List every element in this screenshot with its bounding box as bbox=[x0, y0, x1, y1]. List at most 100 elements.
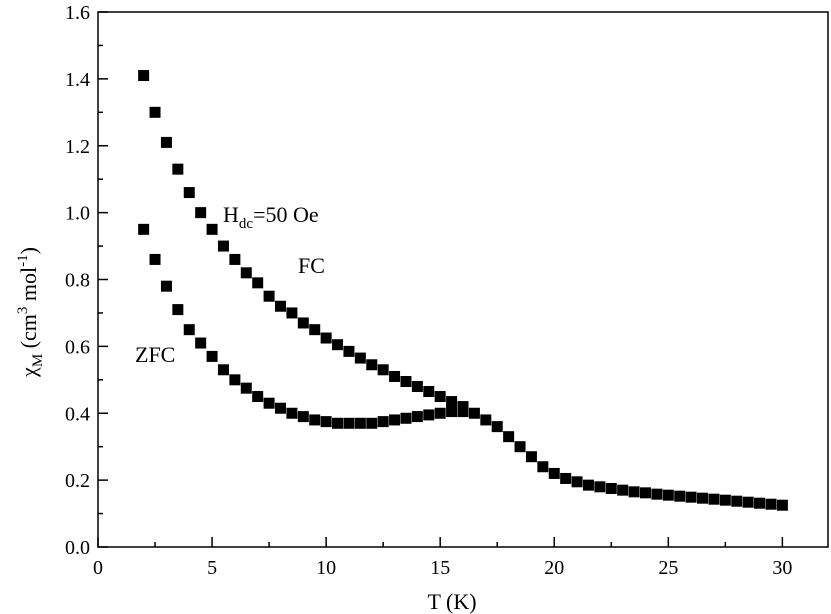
zfc-point bbox=[252, 391, 264, 403]
fc-point bbox=[468, 407, 480, 419]
zfc-point bbox=[149, 253, 161, 265]
zfc-point bbox=[332, 417, 344, 429]
fc-point bbox=[571, 476, 583, 488]
zfc-label: ZFC bbox=[135, 342, 175, 367]
fc-point bbox=[366, 359, 378, 371]
zfc-point bbox=[400, 412, 412, 424]
fc-label: FC bbox=[298, 253, 325, 278]
zfc-point bbox=[366, 417, 378, 429]
fc-point bbox=[286, 307, 298, 319]
fc-point bbox=[160, 136, 172, 148]
fc-point bbox=[594, 481, 606, 493]
y-axis-title-rest2: mol bbox=[16, 267, 41, 307]
zfc-point bbox=[423, 409, 435, 421]
fc-point bbox=[138, 70, 150, 82]
fc-point bbox=[240, 267, 252, 279]
fc-point bbox=[343, 345, 355, 357]
y-tick-label: 1.4 bbox=[65, 69, 90, 91]
fc-point bbox=[354, 352, 366, 364]
fc-point bbox=[263, 290, 275, 302]
fc-point bbox=[708, 493, 720, 505]
x-axis-title: T (K) bbox=[427, 589, 476, 614]
fc-point bbox=[491, 421, 503, 433]
fc-point bbox=[172, 163, 184, 175]
fc-point bbox=[514, 441, 526, 453]
fc-point bbox=[411, 381, 423, 392]
zfc-point bbox=[240, 382, 252, 394]
fc-point bbox=[217, 240, 229, 252]
fc-point bbox=[765, 498, 777, 510]
y-axis-title-rest3: ) bbox=[16, 247, 41, 254]
fc-point bbox=[697, 492, 709, 504]
fc-point bbox=[582, 479, 594, 491]
x-tick-label: 15 bbox=[430, 557, 450, 579]
y-tick-label: 1.6 bbox=[65, 2, 90, 24]
y-axis-title: χM (cm3 mol-1) bbox=[15, 247, 46, 378]
fc-point bbox=[275, 300, 286, 312]
fc-point bbox=[537, 461, 549, 473]
zfc-point bbox=[195, 337, 207, 349]
fc-point bbox=[685, 491, 697, 503]
zfc-point bbox=[286, 407, 298, 419]
fc-point bbox=[719, 494, 731, 506]
y-axis-title-base: χ bbox=[16, 367, 41, 378]
y-tick-label: 0.2 bbox=[65, 470, 90, 492]
fc-point bbox=[400, 375, 412, 387]
data-markers bbox=[138, 70, 788, 511]
fc-point bbox=[252, 277, 264, 289]
fc-point bbox=[434, 391, 446, 403]
fc-point bbox=[525, 451, 537, 463]
fc-point bbox=[548, 467, 560, 479]
y-tick-label: 0.0 bbox=[65, 537, 90, 559]
fc-point bbox=[297, 317, 309, 329]
fc-point bbox=[617, 484, 629, 496]
y-axis-title-rest1: (cm bbox=[16, 314, 41, 354]
fc-point bbox=[662, 489, 674, 501]
field-annotation-sub: dc bbox=[239, 216, 254, 232]
fc-point bbox=[503, 431, 515, 443]
x-tick-label: 5 bbox=[207, 557, 217, 579]
y-tick-label: 0.6 bbox=[65, 336, 90, 358]
field-annotation: Hdc=50 Oe bbox=[223, 202, 319, 232]
x-tick-label: 30 bbox=[772, 557, 792, 579]
zfc-point bbox=[434, 407, 446, 419]
field-annotation-base: H bbox=[223, 202, 239, 227]
zfc-point bbox=[217, 364, 229, 376]
zfc-point bbox=[229, 374, 241, 386]
fc-point bbox=[640, 487, 651, 499]
zfc-point bbox=[343, 417, 355, 429]
fc-point bbox=[320, 332, 332, 344]
y-tick-label: 1.0 bbox=[65, 203, 90, 225]
zfc-point bbox=[183, 324, 195, 336]
fc-point bbox=[776, 499, 788, 511]
zfc-point bbox=[172, 304, 184, 316]
fc-point bbox=[446, 396, 458, 408]
fc-point bbox=[742, 496, 754, 508]
fc-point bbox=[423, 386, 435, 398]
zfc-point bbox=[275, 402, 286, 414]
zfc-point bbox=[297, 411, 309, 423]
fc-point bbox=[149, 106, 161, 118]
field-annotation-rest: =50 Oe bbox=[253, 202, 319, 227]
zfc-point bbox=[446, 406, 458, 418]
fc-point bbox=[183, 187, 195, 199]
fc-point bbox=[731, 495, 743, 507]
plot-frame bbox=[97, 11, 829, 548]
zfc-point bbox=[263, 397, 275, 409]
x-tick-label: 0 bbox=[93, 557, 103, 579]
x-axis-ticks: 0 5 10 15 20 25 30 bbox=[93, 537, 792, 579]
zfc-point bbox=[377, 416, 389, 428]
fc-point bbox=[628, 486, 640, 498]
fc-point bbox=[754, 497, 766, 509]
fc-point bbox=[605, 482, 617, 494]
fc-point bbox=[309, 324, 321, 336]
fc-point bbox=[206, 223, 218, 235]
zfc-point bbox=[389, 414, 401, 426]
zfc-point bbox=[457, 406, 469, 418]
x-tick-label: 20 bbox=[544, 557, 564, 579]
zfc-point bbox=[206, 350, 218, 362]
x-tick-label: 10 bbox=[316, 557, 336, 579]
y-tick-label: 0.4 bbox=[65, 403, 90, 425]
zfc-point bbox=[138, 223, 150, 235]
